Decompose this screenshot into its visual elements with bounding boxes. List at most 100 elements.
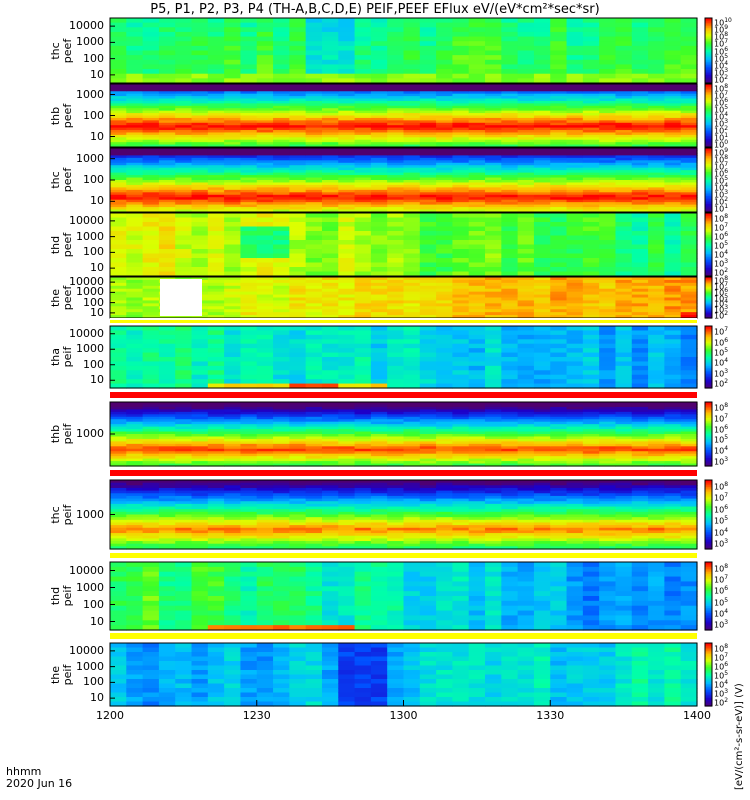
- heat-cell: [142, 59, 160, 66]
- heat-cell: [224, 456, 242, 460]
- colorbar-cell: [705, 126, 712, 129]
- heat-cell: [550, 167, 568, 171]
- heat-cell: [599, 98, 617, 102]
- heat-cell: [224, 41, 242, 47]
- heat-cell: [289, 297, 307, 302]
- heat-cell: [338, 409, 356, 413]
- colorbar-cell: [705, 289, 712, 291]
- heat-cell: [566, 64, 584, 70]
- heat-cell: [387, 144, 405, 148]
- heat-cell: [305, 348, 323, 354]
- heat-cell: [305, 414, 323, 418]
- heat-cell: [517, 134, 535, 138]
- heat-cell: [126, 130, 144, 134]
- heat-cell: [566, 139, 584, 143]
- heat-cell: [599, 144, 617, 148]
- heat-cell: [664, 139, 682, 143]
- heat-cell: [517, 411, 535, 415]
- heat-cell: [550, 453, 568, 457]
- heat-cell: [468, 194, 486, 198]
- colorbar-frame: [704, 325, 713, 389]
- heat-cell: [224, 416, 242, 420]
- heat-cell: [533, 303, 551, 307]
- heat-cell: [599, 100, 617, 104]
- heat-cell: [533, 253, 551, 259]
- heat-cell: [403, 258, 421, 264]
- heat-cell: [631, 84, 649, 88]
- heat-cell: [158, 231, 176, 237]
- heat-cell: [436, 334, 454, 340]
- heat-cell: [273, 189, 290, 193]
- heat-cell: [305, 424, 323, 428]
- heat-cell: [175, 125, 193, 129]
- heat-cell: [338, 365, 356, 371]
- heat-cell: [648, 187, 665, 191]
- heat-cell: [158, 189, 176, 193]
- heat-cell: [126, 165, 144, 169]
- heat-cell: [550, 209, 568, 213]
- heat-cell: [191, 172, 209, 176]
- heat-cell: [126, 93, 144, 97]
- heat-cell: [517, 170, 535, 174]
- heat-cell: [191, 73, 209, 79]
- heat-cell: [631, 374, 649, 380]
- heat-cell: [175, 93, 193, 97]
- heat-cell: [468, 157, 486, 161]
- heat-cell: [419, 451, 437, 455]
- heat-cell: [599, 202, 617, 206]
- heat-cell: [452, 189, 470, 193]
- heat-cell: [273, 73, 290, 79]
- heat-cell: [175, 64, 193, 70]
- colorbar-cell: [705, 244, 712, 247]
- heat-cell: [256, 352, 274, 358]
- heat-cell: [338, 300, 356, 304]
- heat-cell: [240, 27, 258, 33]
- heat-cell: [191, 231, 209, 237]
- heat-cell: [485, 148, 502, 152]
- heat-cell: [550, 192, 568, 196]
- heat-cell: [468, 409, 486, 413]
- heat-cell: [631, 64, 649, 70]
- heat-cell: [370, 175, 388, 179]
- heat-cell: [501, 45, 519, 52]
- heat-cell: [289, 142, 307, 146]
- heat-cell: [403, 348, 421, 354]
- heat-cell: [517, 22, 535, 28]
- heat-cell: [289, 277, 307, 281]
- heat-cell: [566, 209, 584, 213]
- heat-cell: [191, 170, 209, 174]
- heat-cell: [680, 180, 698, 184]
- heat-cell: [207, 451, 225, 455]
- heat-cell: [207, 144, 225, 148]
- heat-cell: [338, 406, 356, 410]
- heat-cell: [566, 315, 584, 319]
- heat-cell: [680, 125, 698, 129]
- heat-cell: [485, 416, 502, 420]
- heat-cell: [387, 326, 405, 332]
- heat-cell: [501, 69, 519, 75]
- heat-cell: [680, 207, 698, 211]
- heat-cell: [305, 352, 323, 358]
- heat-cell: [289, 262, 307, 268]
- heat-cell: [240, 240, 258, 246]
- heat-cell: [175, 429, 193, 433]
- heat-cell: [338, 202, 356, 206]
- heat-cell: [615, 244, 633, 250]
- heat-cell: [256, 27, 274, 33]
- heat-cell: [452, 144, 470, 148]
- heat-cell: [110, 443, 127, 447]
- heat-cell: [110, 326, 127, 332]
- heat-cell: [452, 231, 470, 237]
- heat-cell: [256, 339, 274, 345]
- heat-cell: [191, 441, 209, 445]
- heat-cell: [599, 150, 617, 154]
- heat-cell: [256, 431, 274, 435]
- heat-cell: [338, 348, 356, 354]
- heat-cell: [419, 27, 437, 33]
- heat-cell: [110, 277, 127, 281]
- colorbar-cell: [705, 302, 712, 305]
- heat-cell: [582, 402, 600, 406]
- heat-cell: [354, 167, 372, 171]
- heat-cell: [354, 148, 372, 152]
- heat-cell: [680, 31, 698, 38]
